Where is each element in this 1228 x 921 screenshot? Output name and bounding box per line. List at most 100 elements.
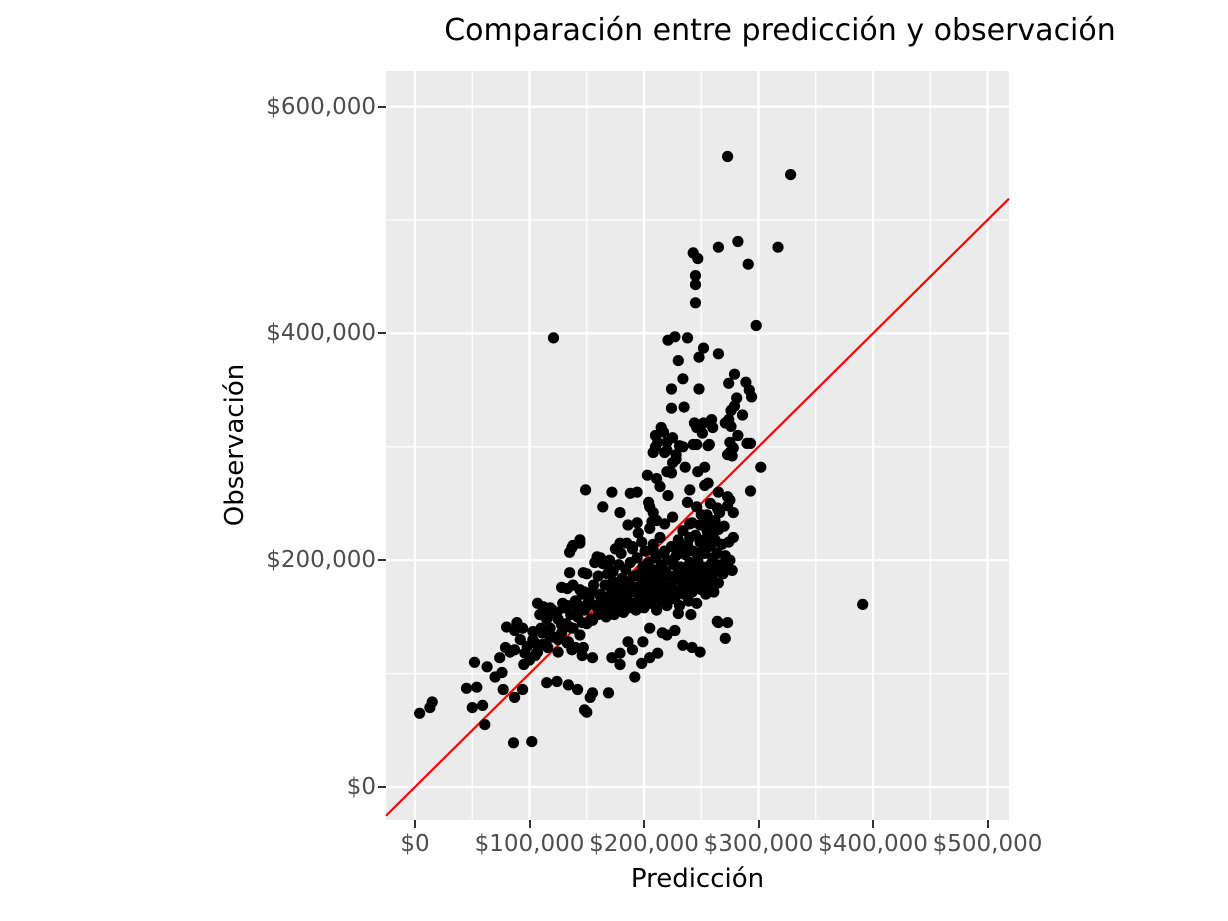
scatter-point	[712, 577, 725, 589]
scatter-point	[501, 621, 513, 633]
scatter-point	[679, 461, 691, 473]
scatter-point	[615, 547, 627, 560]
scatter-point	[544, 629, 556, 641]
x-axis-tick-mark	[643, 820, 645, 828]
scatter-point	[588, 579, 600, 591]
scatter-point	[581, 706, 593, 718]
scatter-point	[722, 150, 734, 163]
scatter-point	[631, 552, 643, 564]
scatter-point	[714, 506, 726, 519]
x-axis-tick-mark	[872, 820, 874, 828]
scatter-point	[614, 658, 626, 671]
scatter-point	[659, 518, 671, 530]
scatter-point	[693, 351, 705, 363]
scatter-point	[685, 609, 697, 621]
scatter-point	[672, 355, 684, 367]
scatter-point	[496, 666, 508, 679]
scatter-point	[678, 401, 690, 413]
scatter-point	[701, 525, 713, 537]
scatter-point	[644, 622, 656, 634]
scatter-point	[541, 677, 553, 689]
scatter-point	[471, 681, 483, 693]
scatter-point	[569, 595, 581, 607]
scatter-point	[578, 604, 591, 616]
scatter-point	[626, 543, 639, 555]
scatter-point	[481, 661, 493, 673]
scatter-point	[691, 597, 703, 609]
scatter-point	[755, 461, 767, 473]
scatter-point	[561, 583, 573, 595]
scatter-point	[614, 506, 626, 519]
scatter-point	[637, 636, 649, 648]
scatter-point	[689, 279, 702, 291]
scatter-point	[551, 675, 563, 688]
scatter-point	[677, 639, 689, 651]
scatter-point	[572, 683, 584, 696]
scatter-point	[541, 613, 553, 625]
scatter-point	[562, 679, 575, 691]
scatter-point	[662, 490, 674, 502]
scatter-point	[639, 545, 651, 557]
scatter-point	[744, 485, 757, 497]
scatter-point	[537, 638, 549, 650]
y-axis-tick-label: $600,000	[266, 93, 376, 120]
scatter-point	[687, 438, 699, 451]
scatter-point	[622, 519, 634, 531]
scatter-point	[750, 319, 762, 332]
scatter-point	[576, 588, 588, 600]
scatter-point	[527, 634, 539, 646]
scatter-point	[581, 568, 593, 580]
scatter-point	[494, 652, 506, 664]
scatter-point	[558, 602, 570, 614]
scatter-point	[535, 622, 547, 634]
scatter-point	[667, 457, 679, 469]
scatter-point	[785, 169, 797, 181]
scatter-point	[719, 632, 731, 645]
scatter-point	[723, 536, 735, 548]
scatter-point	[622, 636, 634, 648]
y-axis-tick-mark	[378, 332, 386, 335]
scatter-point	[719, 417, 731, 429]
scatter-point	[673, 600, 686, 612]
scatter-point	[592, 570, 604, 582]
scatter-point	[678, 547, 690, 560]
scatter-point	[772, 241, 784, 253]
x-axis-tick-mark	[528, 820, 531, 828]
scatter-point	[707, 421, 719, 434]
scatter-point	[672, 534, 684, 546]
scatter-point	[711, 615, 723, 628]
scatter-point	[526, 736, 538, 748]
y-axis-tick-mark	[378, 559, 386, 562]
scatter-point	[647, 446, 659, 459]
scatter-point	[665, 383, 678, 395]
scatter-point	[584, 691, 596, 704]
y-axis-tick-label: $0	[346, 774, 376, 800]
y-axis-tick-label: $200,000	[266, 547, 376, 574]
scatter-point	[580, 484, 592, 496]
scatter-point	[677, 525, 689, 537]
scatter-point	[689, 270, 702, 282]
scatter-point	[564, 567, 576, 579]
scatter-point	[656, 627, 668, 639]
scatter-point	[687, 545, 699, 557]
scatter-point	[644, 652, 656, 664]
x-axis-tick-label: $100,000	[474, 831, 585, 857]
scatter-point	[654, 531, 666, 544]
scatter-point	[426, 696, 438, 708]
scatter-point	[692, 253, 704, 265]
x-axis-tick-mark	[757, 820, 760, 828]
scatter-point	[695, 509, 707, 521]
scatter-point	[530, 647, 543, 659]
scatter-point	[697, 417, 710, 429]
scatter-point	[631, 517, 643, 529]
scatter-point	[728, 368, 741, 380]
x-axis-title: Predicción	[630, 864, 765, 894]
scatter-point	[703, 438, 715, 451]
scatter-point	[742, 258, 754, 270]
scatter-point	[636, 536, 648, 548]
x-axis-tick-label: $500,000	[932, 831, 1043, 857]
scatter-point	[567, 622, 579, 634]
scatter-point	[694, 536, 706, 548]
